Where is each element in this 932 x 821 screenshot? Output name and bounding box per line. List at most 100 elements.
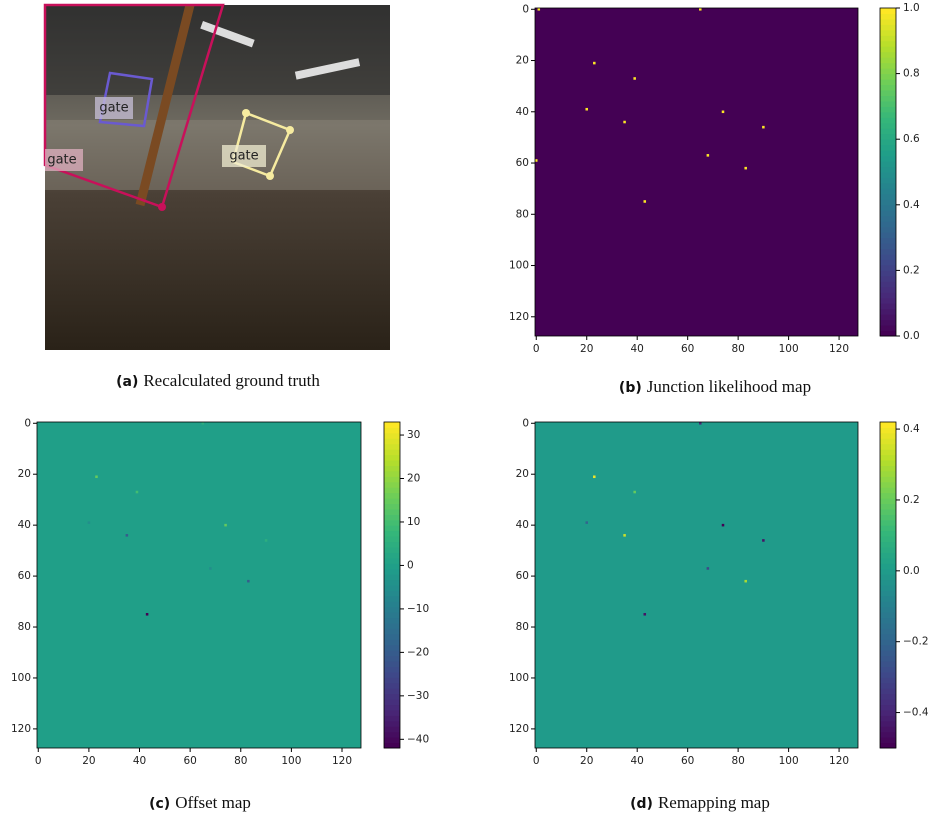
colorbar-swatch (384, 590, 400, 596)
colorbar-swatch (384, 422, 400, 428)
colorbar-swatch (384, 688, 400, 694)
colorbar-swatch (880, 498, 896, 504)
colorbar-tick-label: 0.4 (903, 199, 920, 211)
colorbar-swatch (384, 645, 400, 651)
heatmap-cell (247, 580, 250, 583)
colorbar-swatch (384, 650, 400, 656)
colorbar-swatch (880, 68, 896, 74)
x-tick-label: 100 (281, 755, 301, 767)
colorbar-swatch (880, 13, 896, 19)
colorbar-swatch (880, 177, 896, 183)
colorbar-swatch (880, 476, 896, 482)
colorbar-swatch (384, 721, 400, 727)
colorbar-swatch (880, 650, 896, 656)
colorbar-swatch (880, 128, 896, 134)
colorbar-swatch (880, 438, 896, 444)
colorbar-tick-label: 0.8 (903, 68, 920, 80)
colorbar-swatch (880, 737, 896, 743)
colorbar-swatch (880, 699, 896, 705)
colorbar-swatch (880, 509, 896, 515)
colorbar-swatch (384, 547, 400, 553)
colorbar-swatch (384, 482, 400, 488)
colorbar-swatch (880, 298, 896, 304)
y-tick-label: 0 (522, 3, 529, 15)
colorbar-swatch (880, 221, 896, 227)
colorbar-swatch (880, 422, 896, 428)
colorbar-swatch (384, 433, 400, 439)
colorbar-swatch (384, 672, 400, 678)
x-tick-label: 20 (580, 755, 593, 767)
y-tick-label: 0 (522, 417, 529, 429)
x-tick-label: 40 (133, 755, 146, 767)
colorbar-swatch (880, 710, 896, 716)
colorbar-swatch (880, 95, 896, 101)
heatmap-cell (744, 167, 747, 170)
colorbar-swatch (384, 580, 400, 586)
colorbar-swatch (880, 216, 896, 222)
heatmap-cell (224, 524, 227, 527)
colorbar-swatch (880, 465, 896, 471)
colorbar-swatch (880, 612, 896, 618)
colorbar-tick-label: 0.2 (903, 264, 920, 276)
colorbar-swatch (384, 656, 400, 662)
figure: gate gate gate (a)Recalculated ground tr… (0, 0, 932, 821)
heatmap-cell (707, 154, 710, 157)
colorbar-swatch (880, 601, 896, 607)
colorbar-swatch (880, 52, 896, 58)
colorbar-swatch (880, 715, 896, 721)
colorbar-swatch (880, 249, 896, 255)
colorbar-swatch (880, 427, 896, 433)
x-tick-label: 60 (681, 343, 694, 355)
colorbar-swatch (880, 161, 896, 167)
colorbar-swatch (880, 552, 896, 558)
colorbar-swatch (880, 623, 896, 629)
colorbar-tick-label: −30 (407, 690, 429, 702)
colorbar-swatch (384, 705, 400, 711)
colorbar-swatch (880, 243, 896, 249)
colorbar-swatch (880, 320, 896, 326)
caption-label: (d) (630, 796, 653, 812)
y-tick-label: 40 (516, 519, 529, 531)
colorbar-swatch (880, 309, 896, 315)
colorbar-swatch (384, 520, 400, 526)
heatmap-cell (593, 62, 596, 65)
caption-label: (c) (149, 796, 170, 812)
colorbar-swatch (880, 525, 896, 531)
y-tick-label: 80 (516, 208, 529, 220)
colorbar-swatch (880, 188, 896, 194)
colorbar-swatch (384, 509, 400, 515)
colorbar-swatch (880, 276, 896, 282)
colorbar-swatch (880, 199, 896, 205)
colorbar-swatch (384, 542, 400, 548)
caption: (b)Junction likelihood map (619, 377, 811, 396)
colorbar-swatch (880, 112, 896, 118)
y-tick-label: 0 (24, 417, 31, 429)
colorbar-swatch (880, 542, 896, 548)
heatmap-cell (623, 121, 626, 124)
colorbar-swatch (880, 683, 896, 689)
y-tick-label: 120 (509, 723, 529, 735)
y-tick-label: 40 (516, 106, 529, 118)
heatmap-cell (146, 613, 149, 616)
colorbar-swatch (880, 433, 896, 439)
colorbar-tick-label: −20 (407, 646, 429, 658)
colorbar-swatch (880, 726, 896, 732)
y-tick-label: 120 (509, 311, 529, 323)
caption-text: Junction likelihood map (647, 377, 811, 396)
colorbar-swatch (384, 661, 400, 667)
wall (45, 120, 390, 190)
colorbar-swatch (880, 303, 896, 309)
x-tick-label: 120 (829, 755, 849, 767)
colorbar-swatch (880, 536, 896, 542)
caption: (d) Remapping map (630, 793, 770, 812)
caption: (a)Recalculated ground truth (116, 371, 320, 390)
colorbar-swatch (880, 721, 896, 727)
y-tick-label: 100 (11, 672, 31, 684)
caption-text: Remapping map (658, 793, 770, 812)
colorbar-swatch (880, 628, 896, 634)
colorbar-swatch (880, 482, 896, 488)
colorbar-swatch (880, 460, 896, 466)
colorbar-swatch (880, 238, 896, 244)
heatmap-cell (644, 200, 647, 203)
colorbar-swatch (880, 574, 896, 580)
